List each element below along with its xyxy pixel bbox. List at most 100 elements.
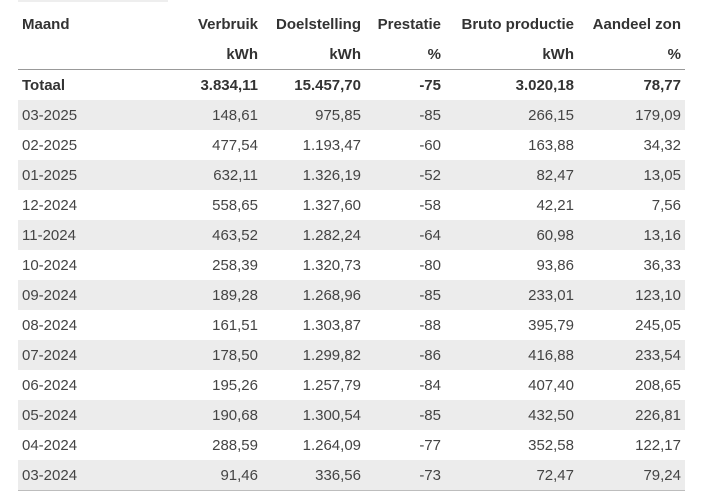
cell-doelstelling: 336,56 xyxy=(262,460,365,491)
cell-doelstelling: 1.268,96 xyxy=(262,280,365,310)
cell-bruto-productie: 352,58 xyxy=(528,436,574,454)
cell-month: 02-2025 xyxy=(22,136,78,154)
table-row: 10-2024 258,39 1.320,73 -80 93,86 36,33 xyxy=(18,250,685,280)
cell-doelstelling: 1.327,60 xyxy=(302,196,361,214)
cell-verbruik: 161,51 xyxy=(212,316,258,334)
column-header-verbruik[interactable]: Verbruik xyxy=(197,15,258,33)
unit-row: kWh kWh % kWh % xyxy=(18,39,685,70)
cell-month: 07-2024 xyxy=(18,340,176,370)
cell-month: 12-2024 xyxy=(22,196,78,214)
table-body: Totaal 3.834,11 15.457,70 -75 3.020,18 7… xyxy=(18,70,685,491)
cell-doelstelling: 1.320,73 xyxy=(302,256,361,274)
cell-bruto-productie: 407,40 xyxy=(528,376,574,394)
table-row: 03-2025 148,61 975,85 -85 266,15 179,09 xyxy=(18,100,685,130)
cell-prestatie: -58 xyxy=(419,196,441,214)
column-header-maand[interactable]: Maand xyxy=(22,15,70,33)
cell-aandeel-zon: 226,81 xyxy=(578,400,685,430)
total-verbruik: 3.834,11 xyxy=(200,76,258,94)
total-label: Totaal xyxy=(22,76,66,94)
table-row: 07-2024 178,50 1.299,82 -86 416,88 233,54 xyxy=(18,340,685,370)
table-row: 08-2024 161,51 1.303,87 -88 395,79 245,05 xyxy=(18,310,685,340)
cell-aandeel-zon: 36,33 xyxy=(643,256,681,274)
table-row: 06-2024 195,26 1.257,79 -84 407,40 208,65 xyxy=(18,370,685,400)
column-header-doelstelling[interactable]: Doelstelling xyxy=(275,15,361,33)
cell-verbruik: 632,11 xyxy=(176,160,262,190)
cell-month: 03-2025 xyxy=(18,100,176,130)
cell-aandeel-zon: 7,56 xyxy=(651,196,681,214)
cell-prestatie: -64 xyxy=(365,220,445,250)
cell-month: 05-2024 xyxy=(18,400,176,430)
unit-doelstelling: kWh xyxy=(262,39,365,70)
cell-aandeel-zon: 233,54 xyxy=(578,340,685,370)
cell-verbruik: 558,65 xyxy=(212,196,258,214)
cell-aandeel-zon: 245,05 xyxy=(635,316,681,334)
cell-aandeel-zon: 13,05 xyxy=(578,160,685,190)
table-row: 11-2024 463,52 1.282,24 -64 60,98 13,16 xyxy=(18,220,685,250)
cell-bruto-productie: 416,88 xyxy=(445,340,578,370)
cell-prestatie: -88 xyxy=(419,316,441,334)
cell-aandeel-zon: 123,10 xyxy=(578,280,685,310)
cell-verbruik: 477,54 xyxy=(212,136,258,154)
cell-prestatie: -85 xyxy=(365,100,445,130)
cell-verbruik: 189,28 xyxy=(176,280,262,310)
cell-month: 11-2024 xyxy=(18,220,176,250)
table-row: 09-2024 189,28 1.268,96 -85 233,01 123,10 xyxy=(18,280,685,310)
cell-bruto-productie: 163,88 xyxy=(528,136,574,154)
top-divider xyxy=(18,0,168,2)
cell-aandeel-zon: 13,16 xyxy=(578,220,685,250)
cell-aandeel-zon: 122,17 xyxy=(635,436,681,454)
cell-prestatie: -85 xyxy=(365,280,445,310)
cell-bruto-productie: 82,47 xyxy=(445,160,578,190)
cell-month: 04-2024 xyxy=(22,436,78,454)
total-row: Totaal 3.834,11 15.457,70 -75 3.020,18 7… xyxy=(18,70,685,101)
cell-month: 01-2025 xyxy=(18,160,176,190)
column-header-aandeel-zon[interactable]: Aandeel zon xyxy=(592,15,681,33)
cell-prestatie: -60 xyxy=(419,136,441,154)
cell-bruto-productie: 42,21 xyxy=(536,196,574,214)
unit-maand xyxy=(18,39,176,70)
table-row: 03-2024 91,46 336,56 -73 72,47 79,24 xyxy=(18,460,685,491)
cell-bruto-productie: 432,50 xyxy=(445,400,578,430)
cell-doelstelling: 1.282,24 xyxy=(262,220,365,250)
table-row: 01-2025 632,11 1.326,19 -52 82,47 13,05 xyxy=(18,160,685,190)
cell-verbruik: 148,61 xyxy=(176,100,262,130)
unit-bruto-productie: kWh xyxy=(445,39,578,70)
cell-doelstelling: 1.257,79 xyxy=(302,376,361,394)
cell-prestatie: -84 xyxy=(419,376,441,394)
cell-verbruik: 190,68 xyxy=(176,400,262,430)
cell-prestatie: -77 xyxy=(419,436,441,454)
cell-verbruik: 288,59 xyxy=(212,436,258,454)
cell-prestatie: -52 xyxy=(365,160,445,190)
column-header-bruto-productie[interactable]: Bruto productie xyxy=(461,15,575,33)
cell-month: 08-2024 xyxy=(22,316,78,334)
column-header-prestatie[interactable]: Prestatie xyxy=(377,15,441,33)
cell-aandeel-zon: 179,09 xyxy=(578,100,685,130)
cell-month: 10-2024 xyxy=(22,256,78,274)
total-bruto-productie: 3.020,18 xyxy=(515,76,574,94)
cell-verbruik: 258,39 xyxy=(212,256,258,274)
cell-month: 03-2024 xyxy=(18,460,176,491)
cell-prestatie: -86 xyxy=(365,340,445,370)
cell-month: 09-2024 xyxy=(18,280,176,310)
cell-verbruik: 463,52 xyxy=(176,220,262,250)
total-doelstelling: 15.457,70 xyxy=(294,76,361,94)
table-row: 05-2024 190,68 1.300,54 -85 432,50 226,81 xyxy=(18,400,685,430)
cell-doelstelling: 1.300,54 xyxy=(262,400,365,430)
energy-table: Maand Verbruik Doelstelling Prestatie Br… xyxy=(18,9,685,491)
cell-month: 06-2024 xyxy=(22,376,78,394)
unit-aandeel-zon: % xyxy=(578,39,685,70)
cell-prestatie: -85 xyxy=(365,400,445,430)
cell-doelstelling: 1.303,87 xyxy=(302,316,361,334)
table-header: Maand Verbruik Doelstelling Prestatie Br… xyxy=(18,9,685,70)
cell-prestatie: -73 xyxy=(365,460,445,491)
table-row: 02-2025 477,54 1.193,47 -60 163,88 34,32 xyxy=(18,130,685,160)
cell-doelstelling: 1.326,19 xyxy=(262,160,365,190)
cell-doelstelling: 975,85 xyxy=(262,100,365,130)
header-row: Maand Verbruik Doelstelling Prestatie Br… xyxy=(18,9,685,39)
table-row: 04-2024 288,59 1.264,09 -77 352,58 122,17 xyxy=(18,430,685,460)
unit-verbruik: kWh xyxy=(176,39,262,70)
total-prestatie: -75 xyxy=(419,76,441,94)
cell-prestatie: -80 xyxy=(419,256,441,274)
cell-bruto-productie: 93,86 xyxy=(536,256,574,274)
cell-bruto-productie: 395,79 xyxy=(528,316,574,334)
